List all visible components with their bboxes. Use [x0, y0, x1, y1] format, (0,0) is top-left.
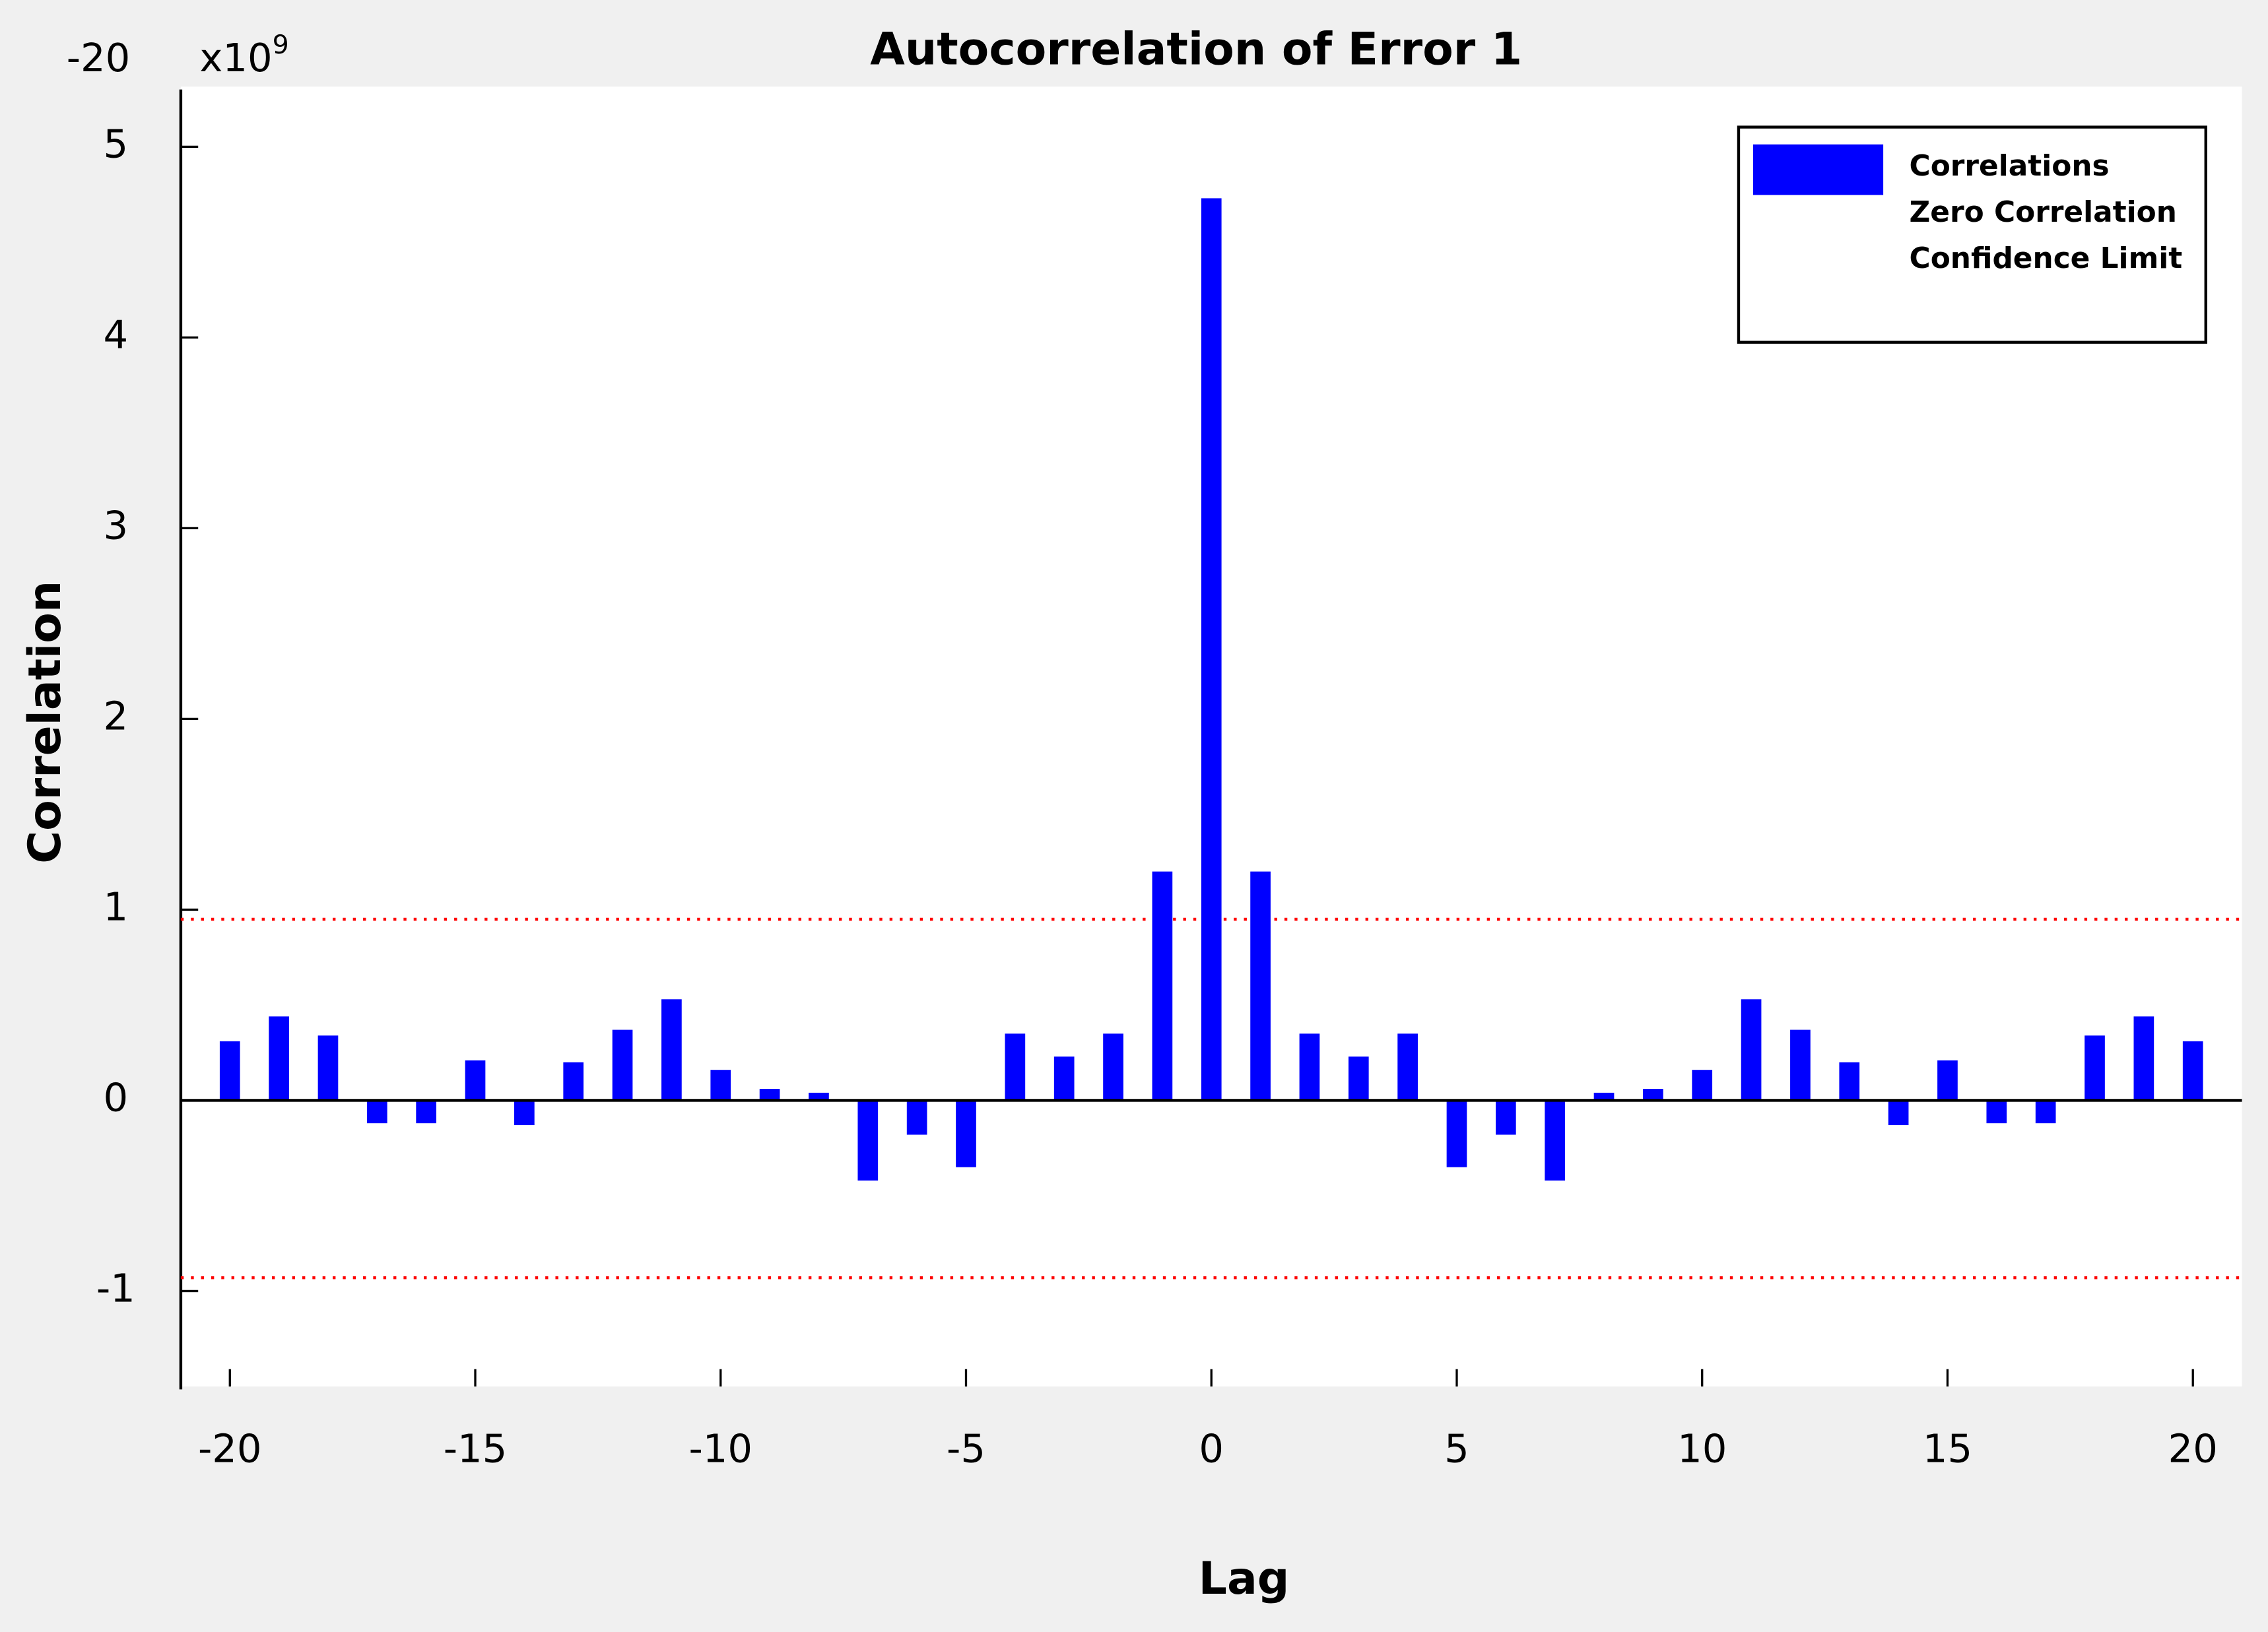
bar: [1593, 1092, 1615, 1101]
bar: [1643, 1089, 1663, 1101]
bar: [2182, 1041, 2203, 1101]
x-axis-label: Lag: [1199, 1553, 1290, 1605]
bar: [514, 1100, 535, 1126]
bar: [612, 1029, 633, 1101]
x-tick-label: 20: [2168, 1426, 2218, 1472]
legend-swatch: [1752, 144, 1884, 195]
y-tick-label: 0: [103, 1075, 128, 1121]
bar: [563, 1062, 584, 1101]
bar: [906, 1100, 927, 1135]
bar: [269, 1016, 289, 1101]
bar: [1986, 1100, 2007, 1124]
bar: [366, 1100, 387, 1124]
bar: [219, 1041, 240, 1101]
bar: [1790, 1029, 1811, 1101]
y-multiplier-exponent: 9: [273, 30, 289, 60]
bar: [809, 1092, 829, 1101]
legend-label: Confidence Limit: [1910, 242, 2183, 275]
bar: [1348, 1056, 1369, 1101]
bar: [1545, 1100, 1566, 1181]
y-tick-label: 2: [103, 694, 128, 739]
corner-label: -20: [67, 35, 131, 81]
bar: [1937, 1060, 1958, 1101]
x-tick-label: 15: [1923, 1426, 1972, 1472]
y-axis-label: Correlation: [19, 581, 71, 864]
x-tick-label: -15: [444, 1426, 508, 1472]
bar: [857, 1100, 879, 1181]
bar: [1250, 871, 1271, 1101]
x-tick-label: 5: [1444, 1426, 1469, 1472]
bar: [759, 1089, 780, 1101]
x-tick-label: -20: [198, 1426, 262, 1472]
y-tick-label: -1: [96, 1266, 135, 1311]
bar: [317, 1035, 339, 1101]
bar: [1839, 1062, 1860, 1101]
bar: [416, 1100, 436, 1124]
y-tick-label: 5: [103, 121, 128, 167]
bar: [1741, 999, 1762, 1101]
bar: [1103, 1033, 1123, 1101]
bar: [1201, 198, 1222, 1101]
chart-title: Autocorrelation of Error 1: [870, 23, 1522, 75]
bar: [1692, 1070, 1713, 1101]
bar: [2035, 1100, 2056, 1124]
x-tick-label: -5: [947, 1426, 985, 1472]
bar: [1495, 1100, 1516, 1135]
bar: [1299, 1033, 1320, 1101]
y-tick-label: 3: [103, 503, 128, 548]
bar: [710, 1070, 731, 1101]
bar: [661, 999, 682, 1101]
bar: [956, 1100, 976, 1167]
legend-label: Zero Correlation: [1910, 195, 2177, 229]
bar: [465, 1060, 486, 1101]
bar: [1005, 1033, 1026, 1101]
bar: [2133, 1016, 2154, 1101]
x-tick-label: 0: [1199, 1426, 1224, 1472]
bar: [2085, 1035, 2105, 1101]
y-multiplier-base: x10: [199, 35, 272, 81]
y-multiplier: x109: [199, 30, 288, 81]
x-tick-label: 10: [1677, 1426, 1727, 1472]
bar: [1053, 1056, 1075, 1101]
x-tick-label: -10: [688, 1426, 752, 1472]
bar: [1397, 1033, 1418, 1101]
bar: [1888, 1100, 1909, 1126]
bar: [1446, 1100, 1467, 1167]
legend-label: Correlations: [1910, 149, 2110, 183]
bar: [1152, 871, 1173, 1101]
y-tick-label: 1: [103, 884, 128, 930]
y-tick-label: 4: [103, 312, 128, 358]
